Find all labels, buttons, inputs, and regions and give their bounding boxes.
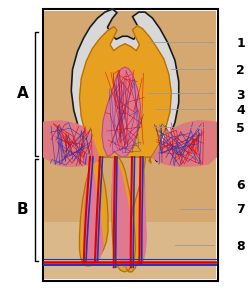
Text: 3: 3	[236, 88, 245, 102]
Polygon shape	[102, 67, 141, 157]
Polygon shape	[80, 156, 108, 266]
Text: 2: 2	[236, 64, 245, 78]
Polygon shape	[139, 157, 146, 261]
Polygon shape	[152, 121, 216, 166]
Polygon shape	[112, 156, 136, 272]
Bar	[44, 11, 216, 279]
Text: B: B	[17, 202, 28, 217]
Text: 8: 8	[236, 239, 245, 253]
Polygon shape	[71, 9, 179, 162]
Polygon shape	[44, 121, 98, 166]
Text: 7: 7	[236, 203, 245, 217]
Polygon shape	[84, 157, 103, 263]
Text: 6: 6	[236, 179, 245, 192]
Polygon shape	[80, 26, 171, 163]
Polygon shape	[112, 157, 134, 267]
Text: 1: 1	[236, 37, 245, 50]
Text: A: A	[16, 86, 28, 101]
Bar	[42, 9, 218, 281]
Text: 4: 4	[236, 104, 245, 117]
Bar	[44, 222, 216, 279]
Text: 5: 5	[236, 122, 245, 135]
Polygon shape	[124, 156, 146, 272]
